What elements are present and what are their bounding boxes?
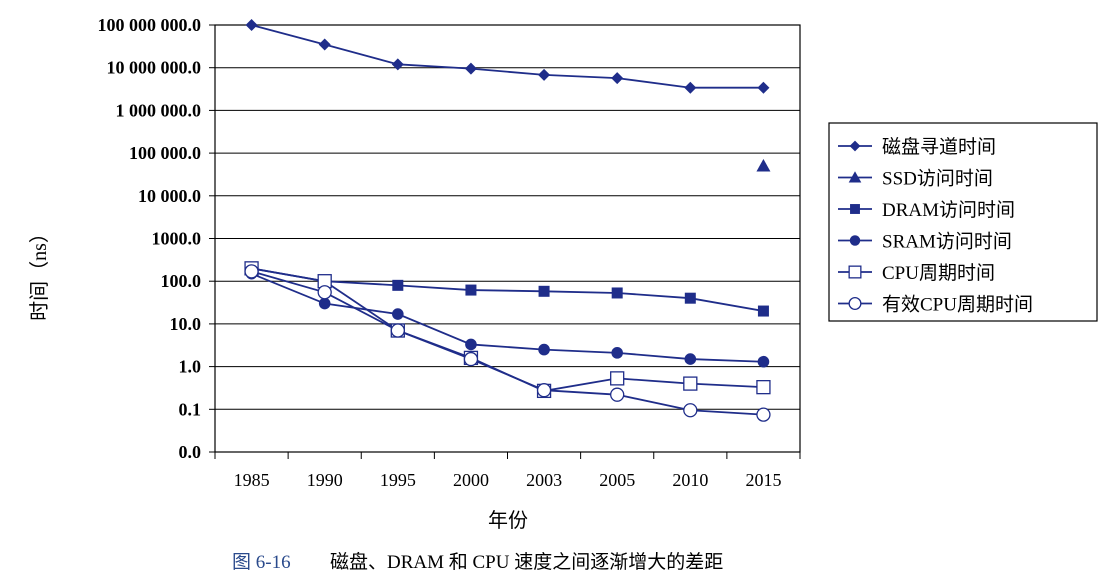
series-line [251,272,764,363]
y-tick-label: 1 000 000.0 [116,100,202,120]
series-3 [245,267,770,368]
data-point [684,292,696,304]
x-tick-label: 1990 [307,470,343,490]
series-0 [245,19,770,94]
x-axis-title: 年份 [488,509,528,532]
series-line [251,267,764,312]
data-point [683,376,698,391]
x-tick-label: 1985 [234,470,270,490]
data-point [318,38,331,51]
data-point [757,355,770,368]
data-point [391,58,404,71]
grid-lines [215,67,800,410]
x-axis-ticks: 1985 1990 1995 2000 2003 2005 2010 2015 [214,452,801,490]
legend: 磁盘寻道时间 SSD访问时间 DRAM访问时间 SRAM访问时间 CPU周期时间有效CP… [828,122,1098,322]
series-5 [244,264,771,422]
series-layer [244,19,771,422]
data-point [245,19,258,31]
data-point [756,380,771,395]
legend-label: DRAM访问时间 [882,199,1015,221]
data-point [390,323,405,338]
y-axis-title: 时间（ns） [28,223,51,321]
legend-label: SSD访问时间 [882,168,993,190]
series-line [251,270,764,416]
data-point [756,407,771,422]
y-tick-label: 10 000 000.0 [107,58,202,78]
legend-marker [849,235,861,246]
series-4 [244,261,771,399]
legend-item: SSD访问时间 [838,168,993,190]
data-point [757,305,769,317]
y-tick-label: 10 000.0 [138,186,201,206]
data-point [465,284,477,296]
y-tick-label: 1.0 [179,357,202,377]
series-1 [756,158,771,172]
legend-frame [828,122,1098,322]
legend-marker [848,171,862,183]
y-tick-label: 10.0 [170,314,202,334]
data-point [538,343,550,356]
y-tick-label: 0.0 [179,442,202,462]
data-point [317,285,332,300]
y-tick-label: 0.1 [179,399,202,419]
data-point [244,264,259,279]
y-tick-label: 100.0 [161,271,202,291]
x-tick-label: 1995 [380,470,416,490]
legend-label: SRAM访问时间 [882,231,1012,253]
x-tick-label: 2005 [599,470,635,490]
data-point [611,72,624,85]
x-tick-label: 2003 [526,470,562,490]
series-line [251,24,764,89]
x-tick-label: 2010 [672,470,708,490]
legend-item: 有效CPU周期时间 [838,294,1033,316]
data-point [465,338,477,351]
data-point [757,81,770,94]
x-tick-label: 2000 [453,470,489,490]
data-point [464,62,477,75]
legend-marker [850,204,860,214]
data-point [392,308,404,320]
legend-item: 磁盘寻道时间 [838,136,996,158]
legend-item: SRAM访问时间 [838,231,1012,253]
caption-number: 图 6-16 [232,552,291,573]
data-point [684,81,697,94]
data-point [463,351,479,367]
data-point [610,371,625,386]
figure-caption: 图 6-16 磁盘、DRAM 和 CPU 速度之间逐渐增大的差距 [232,551,723,573]
data-point [538,68,551,81]
data-point [318,297,331,310]
legend-label: 有效CPU周期时间 [882,294,1033,316]
y-tick-label: 100 000.0 [129,143,201,163]
data-point [610,387,625,402]
data-point [683,403,698,418]
legend-marker [849,140,861,152]
x-tick-label: 2015 [745,470,781,490]
legend-item: CPU周期时间 [838,262,995,284]
legend-label: CPU周期时间 [882,262,995,284]
legend-item: DRAM访问时间 [838,199,1015,221]
caption-text: 磁盘、DRAM 和 CPU 速度之间逐渐增大的差距 [330,551,723,573]
data-point [538,285,550,297]
data-point [756,158,771,172]
data-point [392,279,404,291]
data-point [611,287,623,299]
y-axis-ticks: 100 000 000.0 10 000 000.0 1 000 000.0 100 … [98,15,215,462]
y-tick-label: 100 000 000.0 [98,15,202,35]
legend-label: 磁盘寻道时间 [882,136,996,158]
data-point [536,383,552,398]
data-point [684,353,697,365]
y-tick-label: 1000.0 [152,229,202,249]
legend-marker [848,296,862,310]
legend-marker [848,265,862,279]
data-point [611,347,623,359]
